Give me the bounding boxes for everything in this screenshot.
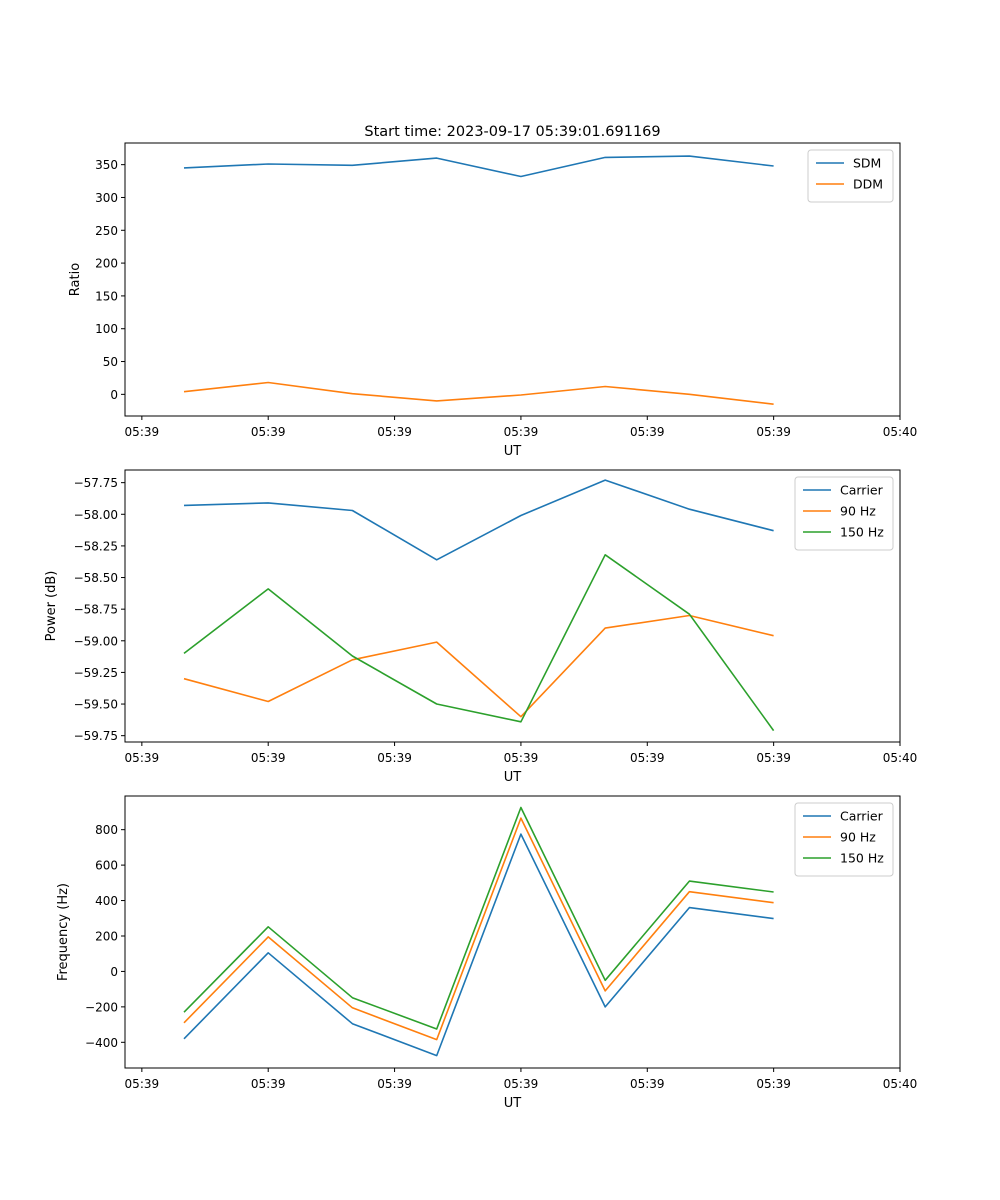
y-tick-label: 600 [95, 859, 118, 873]
x-tick-label: 05:39 [630, 425, 665, 439]
x-tick-label: 05:39 [125, 1077, 160, 1091]
x-tick-label: 05:39 [125, 751, 160, 765]
y-axis-label: Frequency (Hz) [56, 883, 71, 981]
series-line-carrier [183, 833, 774, 1057]
y-tick-label: −400 [85, 1036, 118, 1050]
x-tick-label: 05:39 [504, 1077, 539, 1091]
legend-label: Carrier [840, 483, 884, 498]
legend-label: 90 Hz [840, 504, 876, 519]
x-axis-label: UT [504, 444, 522, 459]
y-tick-label: −58.50 [74, 571, 118, 585]
legend-label: DDM [853, 177, 883, 192]
y-tick-label: 800 [95, 823, 118, 837]
y-axis-label: Ratio [68, 263, 83, 296]
x-tick-label: 05:39 [377, 425, 412, 439]
y-tick-label: 100 [95, 322, 118, 336]
y-tick-label: 400 [95, 894, 118, 908]
series-line-150-hz [183, 553, 775, 732]
legend-label: 90 Hz [840, 830, 876, 845]
y-tick-label: −57.75 [74, 476, 118, 490]
x-tick-label: 05:39 [756, 425, 791, 439]
series-line-90-hz [183, 614, 774, 718]
subplot-1: 05:39 05:39 05:39 05:39 05:39 05:39 05:40 0 50 10… [68, 142, 918, 459]
legend-label: SDM [853, 156, 881, 171]
y-tick-label: 200 [95, 257, 118, 271]
x-tick-label: 05:39 [630, 751, 665, 765]
axes-frame [124, 469, 901, 743]
y-tick-label: 250 [95, 224, 118, 238]
y-tick-label: 300 [95, 191, 118, 205]
x-tick-label: 05:40 [883, 751, 918, 765]
series-line-carrier [183, 479, 774, 561]
y-tick-label: −58.00 [74, 508, 118, 522]
y-tick-label: −59.75 [74, 729, 118, 743]
x-tick-label: 05:39 [377, 1077, 412, 1091]
y-tick-label: −59.00 [74, 634, 118, 648]
series-line-sdm [183, 155, 774, 178]
series-line-ddm [183, 381, 774, 405]
y-tick-label: 200 [95, 929, 118, 943]
y-tick-label: 0 [110, 388, 118, 402]
x-tick-label: 05:39 [251, 751, 286, 765]
y-tick-label: 350 [95, 158, 118, 172]
legend-label: 150 Hz [840, 851, 884, 866]
legend-label: 150 Hz [840, 525, 884, 540]
y-tick-label: −59.25 [74, 666, 118, 680]
x-axis-label: UT [504, 1096, 522, 1111]
x-axis-label: UT [504, 770, 522, 785]
y-tick-label: −58.75 [74, 603, 118, 617]
y-tick-label: −59.50 [74, 698, 118, 712]
y-tick-label: 150 [95, 289, 118, 303]
y-tick-label: 50 [103, 355, 118, 369]
y-tick-label: 0 [110, 965, 118, 979]
figure-title: Start time: 2023-09-17 05:39:01.691169 [364, 124, 660, 140]
x-tick-label: 05:39 [756, 1077, 791, 1091]
legend-label: Carrier [840, 809, 884, 824]
axes-frame [124, 142, 901, 417]
series-line-150-hz [183, 806, 774, 1030]
series-line-90-hz [183, 817, 774, 1041]
subplot-2: 05:39 05:39 05:39 05:39 05:39 05:39 05:40 −59.7… [44, 469, 918, 785]
y-tick-label: −200 [85, 1000, 118, 1014]
x-tick-label: 05:39 [125, 425, 160, 439]
x-tick-label: 05:39 [756, 751, 791, 765]
x-tick-label: 05:40 [883, 425, 918, 439]
axes-frame [124, 795, 901, 1069]
x-tick-label: 05:39 [630, 1077, 665, 1091]
y-tick-label: −58.25 [74, 539, 118, 553]
x-tick-label: 05:39 [504, 751, 539, 765]
x-tick-label: 05:39 [251, 425, 286, 439]
y-axis-label: Power (dB) [44, 571, 59, 642]
x-tick-label: 05:39 [377, 751, 412, 765]
x-tick-label: 05:39 [251, 1077, 286, 1091]
x-tick-label: 05:40 [883, 1077, 918, 1091]
subplot-3: 05:39 05:39 05:39 05:39 05:39 05:39 05:40 −400 −… [56, 795, 918, 1111]
x-tick-label: 05:39 [504, 425, 539, 439]
